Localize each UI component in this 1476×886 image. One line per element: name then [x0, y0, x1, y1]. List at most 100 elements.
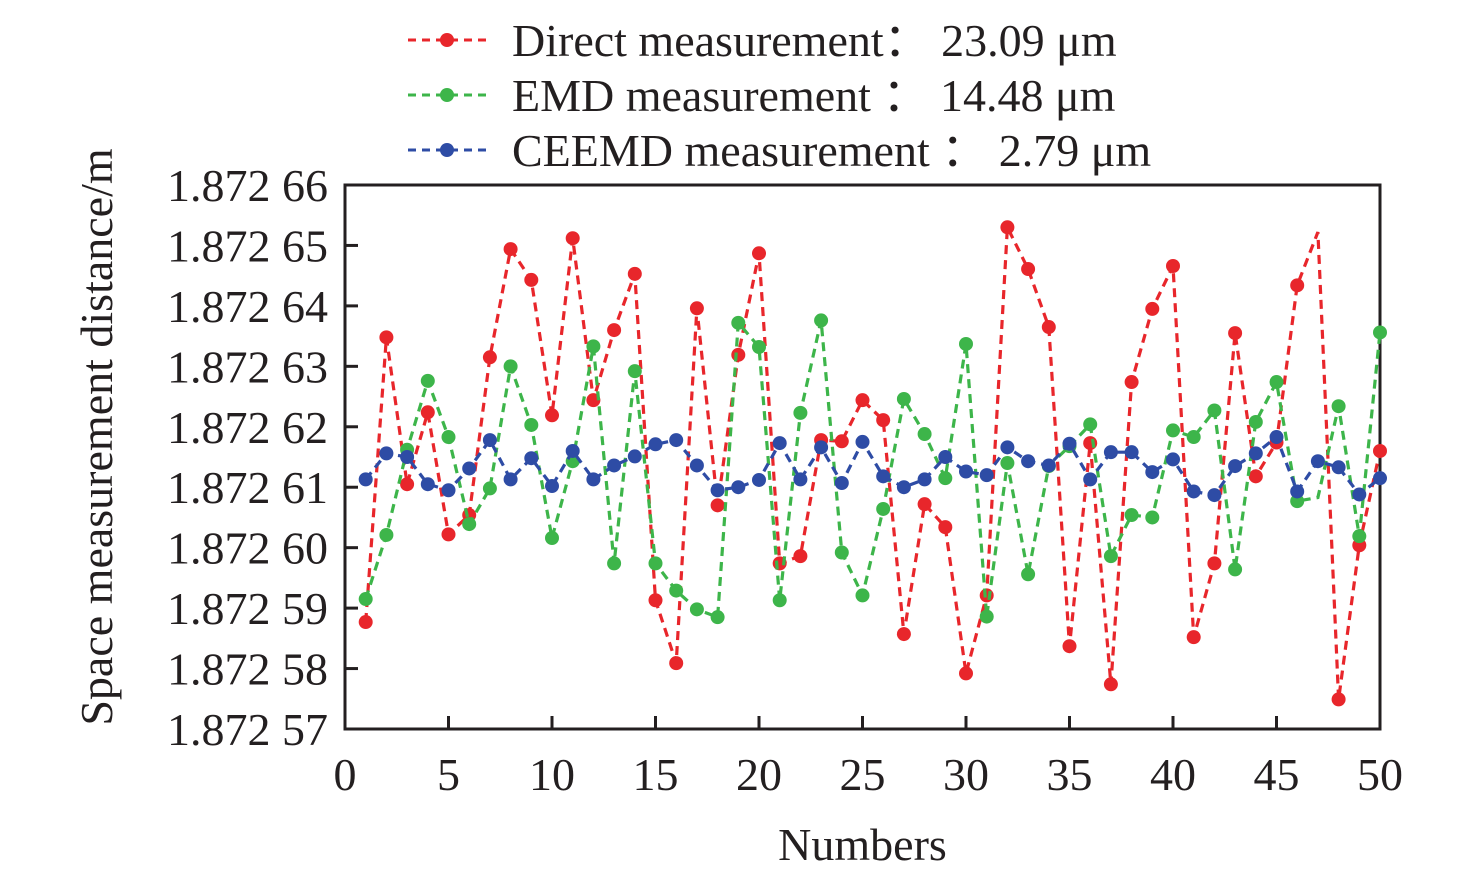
data-point [1083, 472, 1098, 487]
data-point [420, 477, 435, 492]
data-point [917, 472, 932, 487]
legend-item: Direct measurement： 23.09 μm [408, 15, 1117, 66]
data-point [1186, 484, 1201, 499]
data-point [400, 450, 415, 464]
y-axis: 1.872 57 1.872 58 1.872 59 1.872 60 1.872 61… [167, 160, 358, 755]
data-point [834, 545, 849, 560]
data-point [627, 364, 642, 379]
x-tick-label: 20 [736, 749, 782, 800]
data-point [1207, 488, 1222, 503]
y-tick-label: 1.872 57 [167, 704, 328, 755]
data-point [648, 556, 663, 571]
series-ceemd-measurement [358, 430, 1387, 503]
data-point [1000, 220, 1015, 235]
data-point [545, 479, 559, 494]
y-tick-label: 1.872 61 [167, 462, 328, 513]
data-point [710, 498, 725, 513]
data-point [1373, 443, 1387, 458]
y-tick-label: 1.872 59 [167, 583, 328, 634]
data-point [1290, 278, 1305, 293]
data-point [834, 434, 849, 449]
data-point [669, 583, 684, 598]
data-point [1000, 456, 1015, 471]
y-tick-label: 1.872 58 [167, 644, 328, 695]
data-point [689, 301, 704, 316]
data-point [503, 359, 518, 374]
data-point [979, 588, 994, 603]
data-point [938, 520, 953, 535]
legend-label: Direct measurement： 23.09 μm [512, 15, 1117, 66]
data-point [1021, 567, 1036, 582]
data-point [731, 480, 746, 495]
data-point [834, 475, 849, 490]
data-point [1166, 423, 1180, 438]
data-point [420, 373, 435, 388]
data-point [607, 458, 622, 473]
series-layer [358, 220, 1387, 707]
data-point [1248, 446, 1263, 461]
data-point [524, 451, 539, 466]
legend-label: CEEMD measurement ： 2.79 μm [512, 125, 1151, 176]
data-point [565, 443, 580, 458]
data-point [1021, 454, 1036, 469]
data-point [1103, 677, 1118, 692]
data-point [607, 323, 622, 338]
data-point [1083, 417, 1098, 432]
data-point [503, 242, 518, 257]
data-point [855, 393, 870, 408]
data-point [627, 449, 642, 464]
data-point [959, 336, 973, 351]
data-point [896, 391, 911, 406]
legend-marker-icon [440, 88, 454, 102]
data-point [1290, 494, 1305, 509]
data-point [1373, 471, 1387, 486]
data-point [814, 440, 829, 455]
data-point [1352, 529, 1367, 544]
data-point [1083, 436, 1098, 451]
data-point [1373, 325, 1387, 340]
data-point [1352, 487, 1367, 502]
data-point [1248, 469, 1263, 484]
data-point [648, 593, 663, 608]
plot-area: 1.872 57 1.872 58 1.872 59 1.872 60 1.872 61… [167, 160, 1403, 800]
data-point [1228, 326, 1243, 341]
data-point [565, 231, 580, 246]
y-tick-label: 1.872 65 [167, 220, 328, 271]
y-tick-label: 1.872 62 [167, 402, 328, 453]
legend-item: CEEMD measurement ： 2.79 μm [408, 125, 1151, 176]
data-point [441, 527, 456, 542]
data-point [731, 315, 746, 330]
data-point [400, 477, 415, 492]
series-line [364, 318, 1382, 620]
series-line [364, 434, 1381, 497]
data-point [379, 527, 394, 542]
data-point [586, 339, 601, 354]
data-point [1186, 630, 1201, 645]
data-point [1207, 403, 1222, 418]
x-tick-label: 10 [529, 749, 575, 800]
data-point [669, 656, 684, 671]
data-point [482, 433, 497, 448]
data-point [1331, 460, 1346, 475]
series-line [364, 221, 1382, 700]
data-point [482, 481, 497, 496]
data-point [379, 446, 394, 461]
data-point [1166, 258, 1180, 273]
x-axis: 0 5 10 15 20 25 30 35 40 45 50 [334, 716, 1403, 800]
data-point [1290, 484, 1305, 499]
data-point [793, 472, 808, 487]
y-axis-title: Space measurement distance/m [71, 148, 122, 726]
data-point [938, 450, 953, 464]
data-point [1062, 436, 1077, 451]
data-point [1269, 430, 1284, 445]
data-point [524, 417, 539, 432]
data-point [752, 339, 766, 354]
data-point [752, 472, 766, 487]
data-point [1207, 556, 1222, 571]
data-point [669, 433, 684, 448]
data-point [1186, 430, 1201, 445]
data-point [710, 483, 725, 498]
data-point [876, 501, 891, 516]
data-point [545, 408, 559, 423]
